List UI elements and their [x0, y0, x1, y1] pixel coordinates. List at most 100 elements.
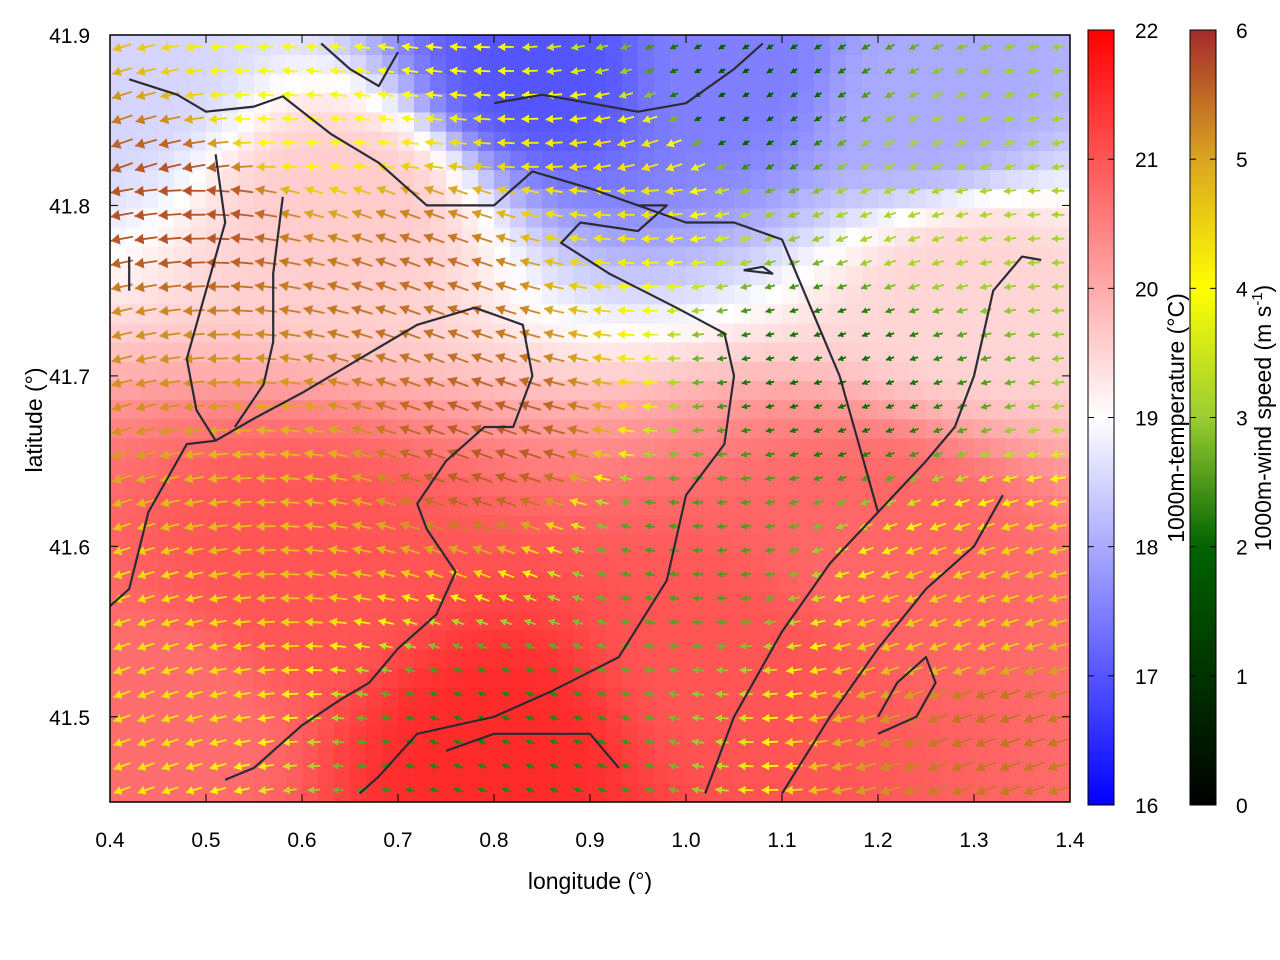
y-tick-label: 41.6: [49, 536, 90, 559]
heatmap-cell: [238, 150, 255, 171]
heatmap-cell: [1054, 437, 1070, 458]
heatmap-cell: [942, 92, 959, 113]
heatmap-cell: [286, 111, 303, 132]
heatmap-cell: [190, 763, 207, 784]
heatmap-cell: [190, 341, 207, 362]
heatmap-cell: [542, 552, 559, 573]
wind-arrow: [208, 497, 228, 508]
heatmap-cell: [702, 744, 719, 765]
colorbar-tick-label: 21: [1135, 149, 1158, 172]
heatmap-cell: [958, 303, 975, 324]
wind-arrow: [304, 521, 324, 531]
heatmap-cell: [622, 648, 639, 669]
heatmap-cell: [190, 361, 207, 381]
wind-arrow: [306, 90, 322, 100]
heatmap-cell: [302, 763, 319, 784]
wind-arrow: [208, 473, 228, 484]
heatmap-cell: [366, 571, 383, 592]
wind-arrow: [137, 690, 155, 699]
heatmap-cell: [270, 418, 287, 439]
y-axis-title: latitude (°): [21, 367, 47, 472]
heatmap-cell: [526, 418, 543, 439]
heatmap-cell: [574, 130, 591, 151]
heatmap-cell: [142, 35, 159, 55]
heatmap-cell: [910, 763, 927, 784]
heatmap-cell: [942, 54, 959, 75]
wind-arrow: [282, 762, 298, 771]
heatmap-cell: [1038, 571, 1055, 592]
wind-arrow: [351, 257, 373, 267]
heatmap-cell: [670, 245, 687, 266]
heatmap-cell: [270, 380, 287, 401]
heatmap-cell: [606, 456, 623, 477]
heatmap-cell: [430, 437, 447, 458]
heatmap-cell: [430, 92, 447, 113]
heatmap-cell: [670, 744, 687, 765]
heatmap-cell: [878, 456, 895, 477]
heatmap-cell: [1006, 73, 1023, 94]
heatmap-cell: [782, 725, 799, 746]
wind-arrow: [137, 642, 155, 651]
heatmap-cell: [574, 188, 591, 209]
wind-arrow: [258, 762, 274, 771]
heatmap-cell: [574, 763, 591, 784]
heatmap-cell: [414, 35, 431, 55]
heatmap-cell: [734, 226, 751, 247]
heatmap-cell: [318, 686, 335, 707]
heatmap-cell: [1022, 35, 1039, 55]
wind-arrow: [329, 66, 347, 76]
wind-arrow: [327, 353, 349, 364]
heatmap-cell: [478, 361, 495, 381]
heatmap-cell: [350, 111, 367, 132]
heatmap-cell: [974, 456, 991, 477]
heatmap-cell: [254, 111, 271, 132]
heatmap-cell: [814, 706, 831, 727]
heatmap-cell: [750, 130, 767, 151]
heatmap-cell: [734, 92, 751, 113]
heatmap-cell: [894, 533, 911, 554]
heatmap-cell: [254, 725, 271, 746]
wind-arrow: [135, 402, 157, 412]
heatmap-cell: [334, 437, 351, 458]
heatmap-cell: [782, 35, 799, 55]
heatmap-cell: [942, 418, 959, 439]
heatmap-cell: [990, 437, 1007, 458]
heatmap-cell: [686, 399, 703, 420]
wind-arrow: [303, 257, 325, 268]
heatmap-cell: [126, 552, 143, 573]
heatmap-cell: [286, 476, 303, 496]
heatmap-cell: [702, 629, 719, 650]
heatmap-cell: [766, 686, 783, 707]
heatmap-cell: [846, 130, 863, 151]
heatmap-cell: [510, 744, 527, 765]
wind-arrow: [282, 713, 298, 723]
colorbar-tick-label: 2: [1236, 537, 1248, 560]
wind-arrow: [329, 617, 347, 627]
wind-arrow: [332, 738, 344, 746]
heatmap-cell: [734, 648, 751, 669]
heatmap-cell: [942, 552, 959, 573]
heatmap-cell: [254, 169, 271, 190]
wind-arrow: [331, 690, 345, 699]
heatmap-cell: [702, 571, 719, 592]
heatmap-cell: [1022, 188, 1039, 209]
heatmap-cell: [190, 418, 207, 439]
heatmap-cell: [526, 437, 543, 458]
wind-arrow: [332, 786, 344, 794]
heatmap-cell: [238, 667, 255, 688]
heatmap-cell: [670, 303, 687, 324]
heatmap-cell: [334, 571, 351, 592]
heatmap-cell: [222, 361, 239, 381]
heatmap-cell: [782, 456, 799, 477]
heatmap-cell: [702, 54, 719, 75]
heatmap-cell: [142, 361, 159, 381]
wind-arrow: [256, 497, 276, 508]
heatmap-cell: [478, 150, 495, 171]
wind-arrow: [184, 545, 204, 556]
heatmap-cell: [846, 648, 863, 669]
heatmap-cell: [814, 744, 831, 765]
heatmap-cell: [174, 571, 191, 592]
heatmap-cell: [318, 725, 335, 746]
heatmap-cell: [286, 514, 303, 535]
